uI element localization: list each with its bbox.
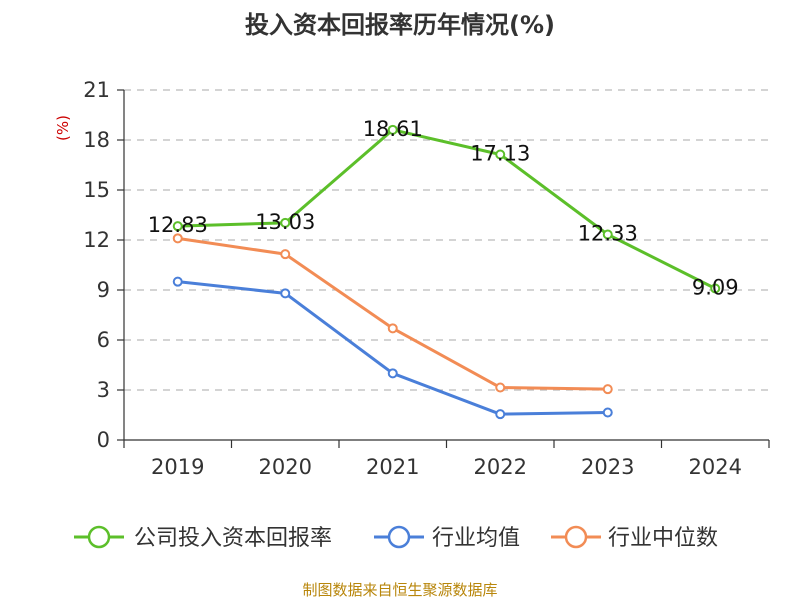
series-layer	[172, 124, 721, 420]
data-label: 9.09	[692, 276, 739, 300]
legend-label: 行业中位数	[608, 526, 718, 551]
y-tick-label: 6	[97, 328, 110, 352]
data-point	[280, 217, 291, 228]
data-point	[280, 249, 291, 260]
data-point	[602, 384, 613, 395]
data-point	[172, 233, 183, 244]
y-tick-label: 9	[97, 278, 110, 302]
data-point	[387, 323, 398, 334]
x-tick-label: 2019	[151, 455, 204, 479]
data-point	[710, 283, 721, 294]
data-labels: 12.83 13.03 18.61 17.13 12.33 9.09	[148, 117, 739, 300]
data-point	[602, 229, 613, 240]
grid-lines	[124, 89, 769, 391]
data-point	[602, 407, 613, 418]
data-point	[495, 149, 506, 160]
legend-marker	[387, 525, 411, 549]
axes: 0 3 6 9 12 15 18 21 2019 2020 2021 2022 2023 2024	[83, 78, 770, 479]
y-tick-label: 0	[97, 428, 110, 452]
legend: 公司投入资本回报率 行业均值 行业中位数	[74, 525, 718, 551]
data-point	[495, 382, 506, 393]
series-line	[177, 128, 716, 290]
source-note: 制图数据来自恒生聚源数据库	[302, 581, 497, 599]
data-label: 12.83	[148, 213, 208, 237]
data-point	[495, 409, 506, 420]
y-tick-label: 21	[83, 78, 110, 102]
data-label: 13.03	[255, 210, 315, 234]
legend-marker	[564, 525, 588, 549]
y-tick-label: 18	[83, 128, 110, 152]
y-tick-label: 12	[83, 228, 110, 252]
series-line	[177, 236, 608, 391]
data-point	[280, 288, 291, 299]
series-line	[177, 280, 608, 416]
x-tick-label: 2021	[366, 455, 419, 479]
data-point	[172, 221, 183, 232]
legend-label: 公司投入资本回报率	[134, 526, 332, 551]
data-point	[387, 124, 398, 135]
data-point	[387, 368, 398, 379]
x-tick-label: 2024	[689, 455, 742, 479]
legend-label: 行业均值	[432, 526, 520, 551]
y-tick-label: 3	[97, 378, 110, 402]
data-label: 18.61	[363, 117, 423, 141]
chart-title: 投入资本回报率历年情况(%)	[245, 11, 555, 39]
data-label: 12.33	[578, 222, 638, 246]
x-tick-label: 2020	[259, 455, 312, 479]
x-tick-label: 2023	[581, 455, 634, 479]
x-tick-label: 2022	[474, 455, 527, 479]
data-point	[172, 276, 183, 287]
data-label: 17.13	[470, 142, 530, 166]
y-tick-label: 15	[83, 178, 110, 202]
y-axis-unit: (%)	[54, 115, 72, 141]
legend-marker	[87, 525, 111, 549]
